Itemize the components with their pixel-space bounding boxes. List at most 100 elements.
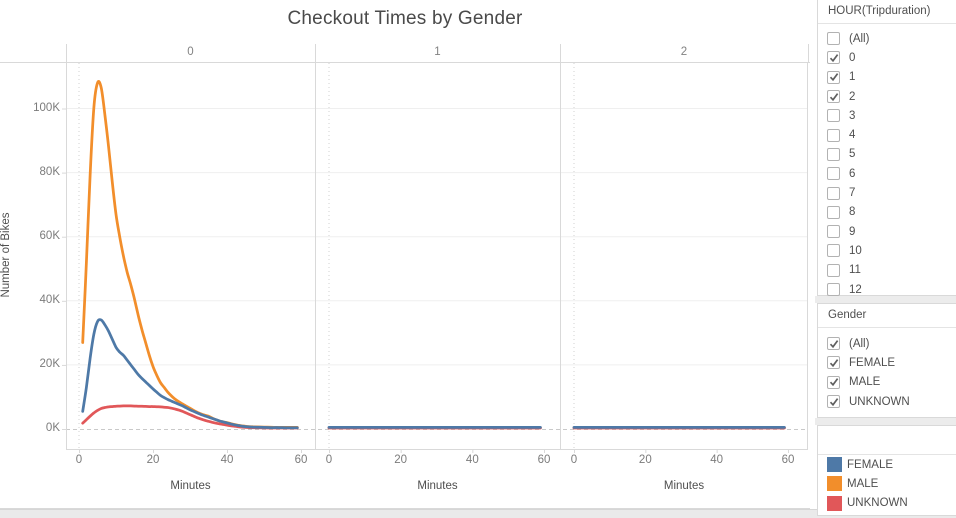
checkbox-checked[interactable] (827, 375, 840, 389)
y-tick-label: 60K (39, 229, 60, 242)
filter-item-label: 12 (849, 283, 862, 296)
filter-item-label: 10 (849, 244, 862, 257)
x-tick-label: 40 (465, 454, 479, 466)
filter-item-label: 0 (849, 51, 856, 64)
hour-filter-list: (All) 0 1 2 3 4 5 6 7 8 9 10 11 12 (818, 29, 956, 299)
divider (818, 23, 956, 24)
hour-filter-item-1[interactable]: 1 (818, 68, 956, 87)
checkbox-checked[interactable] (827, 51, 840, 65)
filter-item-label: 9 (849, 225, 856, 238)
chart-plot (0, 44, 810, 453)
hour-filter-title: HOUR(Tripduration) (828, 5, 931, 17)
x-tick-label: 60 (294, 454, 308, 466)
hour-filter-item-4[interactable]: 4 (818, 125, 956, 144)
checkbox-checked[interactable] (827, 356, 840, 370)
gender-filter-item-unknown[interactable]: UNKNOWN (818, 392, 956, 411)
filter-item-label: 6 (849, 167, 856, 180)
legend-label: MALE (847, 477, 879, 490)
filter-item-label: 5 (849, 148, 856, 161)
checkbox-checked[interactable] (827, 337, 840, 351)
checkbox-unchecked[interactable] (827, 225, 840, 239)
x-tick-label: 20 (146, 454, 160, 466)
checkbox-unchecked[interactable] (827, 32, 840, 46)
legend-item-male[interactable]: MALE (818, 474, 956, 493)
panel-header: 1 (434, 46, 441, 58)
panel-header: 2 (680, 46, 688, 58)
check-icon (829, 359, 838, 368)
hour-filter-item-12[interactable]: 12 (818, 280, 956, 299)
checkbox-unchecked[interactable] (827, 205, 840, 219)
filter-item-label: 2 (849, 90, 856, 103)
check-icon (829, 73, 838, 82)
hour-filter-item-5[interactable]: 5 (818, 145, 956, 164)
y-tick-label: 20K (39, 357, 60, 370)
check-icon (829, 378, 838, 387)
hour-filter-item-9[interactable]: 9 (818, 222, 956, 241)
checkbox-checked[interactable] (827, 395, 840, 409)
legend-item-unknown[interactable]: UNKNOWN (818, 494, 956, 513)
y-tick-label: 0K (45, 422, 60, 434)
legend-swatch-female (827, 457, 842, 473)
x-axis-title: Minutes (170, 480, 211, 492)
checkbox-unchecked[interactable] (827, 263, 840, 277)
checkbox-checked[interactable] (827, 70, 840, 84)
x-tick-label: 60 (781, 454, 795, 466)
filter-item-label: 3 (849, 109, 856, 122)
filter-item-label: UNKNOWN (849, 395, 910, 408)
checkbox-unchecked[interactable] (827, 186, 840, 200)
checkbox-unchecked[interactable] (827, 147, 840, 161)
x-tick-label: 0 (75, 454, 83, 466)
hour-filter-item-10[interactable]: 10 (818, 241, 956, 260)
filter-item-label: 8 (849, 206, 856, 219)
legend-label: UNKNOWN (847, 497, 908, 510)
gender-filter-title: Gender (828, 309, 867, 321)
hour-filter-item-7[interactable]: 7 (818, 183, 956, 202)
y-tick-label: 40K (39, 293, 60, 306)
checkbox-unchecked[interactable] (827, 167, 840, 181)
divider (818, 327, 956, 328)
x-tick-label: 60 (537, 454, 551, 466)
checkbox-unchecked[interactable] (827, 109, 840, 123)
filter-item-label: (All) (849, 32, 870, 45)
x-axis-title: Minutes (417, 480, 458, 492)
hour-filter-item-0[interactable]: 0 (818, 48, 956, 67)
hour-filter-item-all[interactable]: (All) (818, 29, 956, 48)
panel-header: 0 (187, 46, 194, 58)
check-icon (829, 54, 838, 63)
filter-sidebar: HOUR(Tripduration) (All) 0 1 2 3 4 5 6 7 8 9 10 11 12… (810, 0, 956, 518)
color-legend-list: FEMALE MALE UNKNOWN (818, 455, 956, 513)
hour-filter-item-8[interactable]: 8 (818, 203, 956, 222)
hour-filter-item-11[interactable]: 11 (818, 261, 956, 280)
gender-filter-card: Gender (All) FEMALE MALE UNKNOWN (817, 303, 956, 418)
gender-filter-item-male[interactable]: MALE (818, 373, 956, 392)
hour-filter-item-2[interactable]: 2 (818, 87, 956, 106)
legend-item-female[interactable]: FEMALE (818, 455, 956, 474)
checkbox-checked[interactable] (827, 90, 840, 104)
card-gap (815, 418, 956, 425)
gender-filter-item-female[interactable]: FEMALE (818, 353, 956, 372)
gender-filter-item-all[interactable]: (All) (818, 334, 956, 353)
axis-labels-layer: 0 0 20 40 60 Minutes 1 0 20 40 60 Minutes 2 0 20 40 60 Mi… (33, 46, 795, 492)
filter-item-label: (All) (849, 337, 870, 350)
divider (818, 454, 956, 455)
x-tick-label: 40 (710, 454, 724, 466)
checkbox-unchecked[interactable] (827, 128, 840, 142)
x-tick-label: 0 (325, 454, 333, 466)
filter-item-label: FEMALE (849, 356, 896, 369)
filter-item-label: 7 (849, 187, 856, 200)
chart-title: Checkout Times by Gender (287, 8, 523, 29)
legend-swatch-unknown (827, 495, 842, 511)
gender-filter-list: (All) FEMALE MALE UNKNOWN (818, 334, 956, 411)
filter-item-label: 1 (849, 71, 856, 84)
line-female-panel-0[interactable] (81, 318, 299, 430)
hour-filter-item-6[interactable]: 6 (818, 164, 956, 183)
hour-filter-item-3[interactable]: 3 (818, 106, 956, 125)
check-icon (829, 397, 838, 406)
y-tick-label: 80K (39, 165, 60, 178)
bottom-scroll-strip[interactable] (0, 509, 956, 518)
legend-swatch-male (827, 476, 842, 492)
checkbox-unchecked[interactable] (827, 244, 840, 258)
checkbox-unchecked[interactable] (827, 283, 840, 296)
filter-item-label: 4 (849, 129, 856, 142)
